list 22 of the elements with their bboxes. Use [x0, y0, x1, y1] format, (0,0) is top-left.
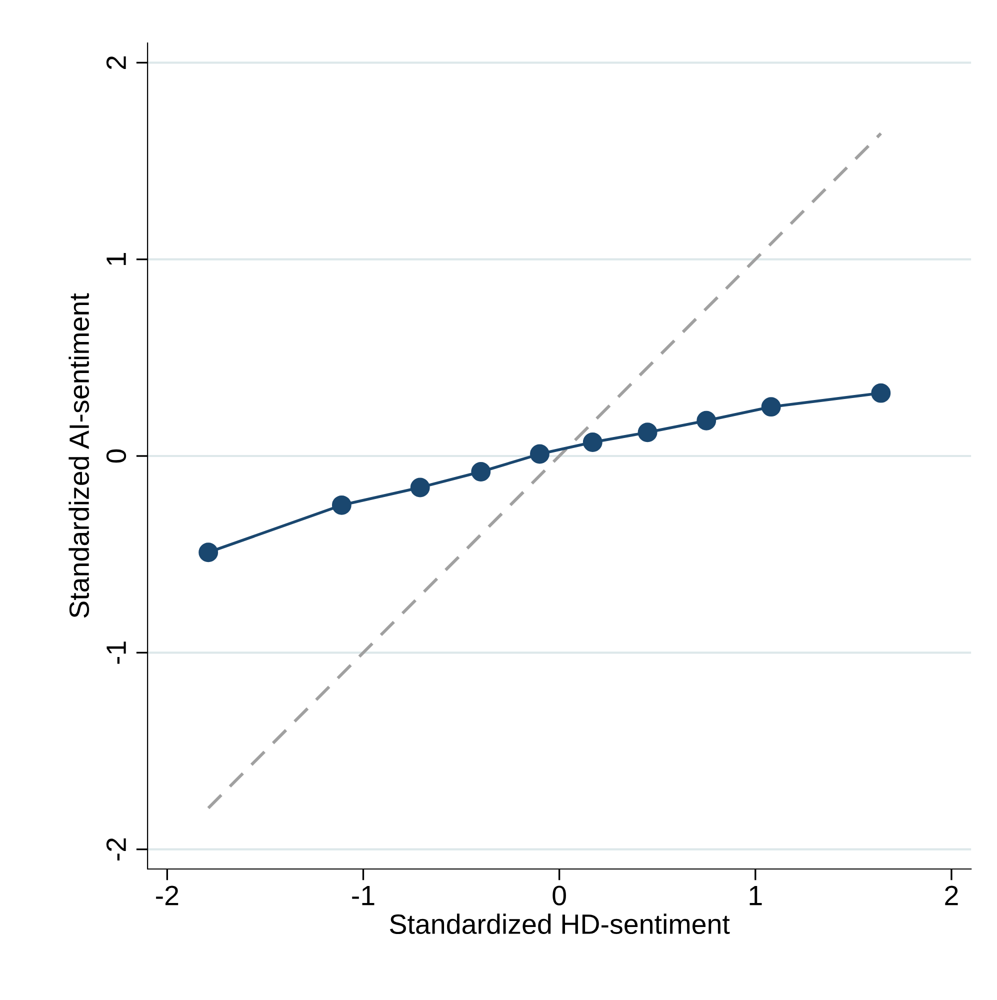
y-tick-label: 2 [106, 56, 126, 69]
y-tick-label: 0 [106, 449, 126, 463]
x-tick-label: 2 [945, 886, 958, 906]
point [410, 478, 430, 498]
point [638, 422, 658, 442]
point [198, 542, 218, 562]
point [696, 410, 716, 430]
point [471, 462, 491, 482]
x-tick-label: -2 [156, 886, 178, 906]
point [582, 432, 602, 452]
point [761, 397, 781, 417]
x-tick-label: 1 [750, 886, 762, 906]
y-tick-label: 1 [106, 252, 126, 265]
y-axis-title: Standardized AI-sentiment [68, 293, 90, 618]
x-axis-title: Standardized HD-sentiment [390, 914, 730, 934]
y-tick-label: -1 [106, 642, 126, 664]
x-tick-label: 0 [552, 886, 566, 906]
y-tick-label: -2 [106, 838, 126, 860]
point [871, 383, 891, 403]
x-tick-label: -1 [352, 886, 374, 906]
point [530, 444, 550, 464]
point [332, 495, 352, 515]
